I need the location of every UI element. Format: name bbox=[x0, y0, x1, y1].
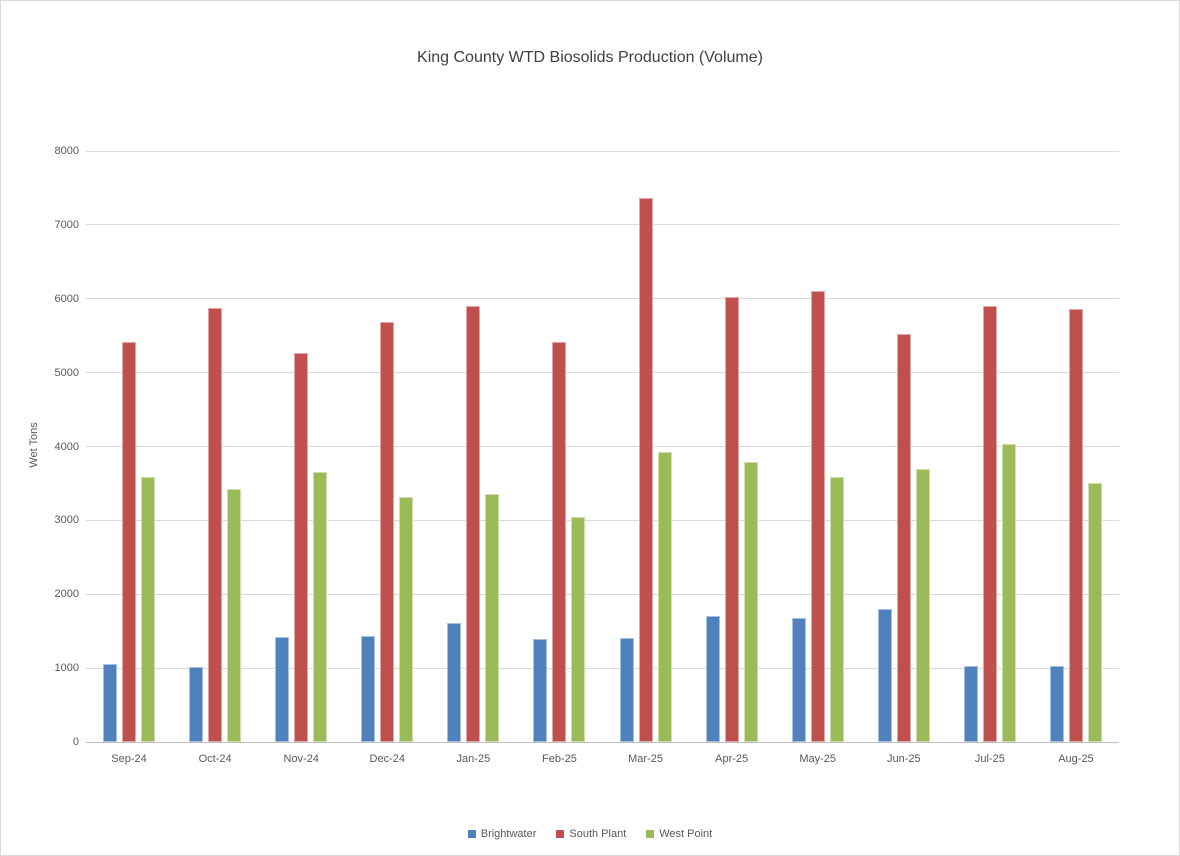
x-axis-line bbox=[86, 741, 1119, 743]
bar-south-plant-jan-25 bbox=[466, 306, 481, 742]
bar-south-plant-nov-24 bbox=[294, 352, 309, 742]
bar-south-plant-dec-24 bbox=[380, 322, 395, 742]
bar-west-point-apr-25 bbox=[743, 462, 758, 742]
bar-brightwater-jan-25 bbox=[447, 623, 462, 742]
y-tick-label-5000: 5000 bbox=[54, 366, 79, 379]
legend-swatch-icon bbox=[556, 830, 565, 838]
legend-label: West Point bbox=[659, 828, 713, 840]
bar-brightwater-jun-25 bbox=[877, 609, 892, 742]
bar-brightwater-jul-25 bbox=[963, 665, 978, 742]
legend: Brightwater South Plant West Point bbox=[1, 828, 1179, 840]
bar-south-plant-mar-25 bbox=[638, 197, 653, 742]
gridline-8000 bbox=[86, 150, 1119, 152]
y-tick-label-7000: 7000 bbox=[54, 218, 79, 231]
bar-south-plant-may-25 bbox=[810, 291, 825, 742]
bar-west-point-nov-24 bbox=[313, 471, 328, 742]
bar-west-point-mar-25 bbox=[657, 451, 672, 742]
bar-brightwater-oct-24 bbox=[189, 666, 204, 742]
gridline-1000 bbox=[86, 667, 1119, 669]
bar-brightwater-sep-24 bbox=[103, 664, 118, 742]
x-tick-label-oct-24: Oct-24 bbox=[198, 753, 232, 765]
gridline-2000 bbox=[86, 593, 1119, 595]
bar-west-point-may-25 bbox=[829, 476, 844, 742]
bar-brightwater-dec-24 bbox=[361, 636, 376, 742]
bar-brightwater-mar-25 bbox=[619, 637, 634, 742]
legend-swatch-icon bbox=[467, 830, 476, 838]
bar-west-point-dec-24 bbox=[399, 496, 414, 742]
x-tick-label-nov-24: Nov-24 bbox=[283, 753, 319, 765]
legend-label: South Plant bbox=[569, 828, 627, 840]
bar-south-plant-apr-25 bbox=[724, 296, 739, 742]
x-tick-label-jun-25: Jun-25 bbox=[886, 753, 921, 765]
bar-brightwater-aug-25 bbox=[1049, 665, 1064, 742]
x-tick-label-may-25: May-25 bbox=[799, 753, 837, 765]
bar-west-point-jul-25 bbox=[1001, 443, 1016, 742]
bar-south-plant-feb-25 bbox=[552, 341, 567, 742]
bar-west-point-aug-25 bbox=[1087, 482, 1102, 742]
x-tick-label-mar-25: Mar-25 bbox=[628, 753, 663, 765]
bar-south-plant-aug-25 bbox=[1068, 309, 1083, 742]
legend-swatch-icon bbox=[646, 830, 655, 838]
bar-brightwater-feb-25 bbox=[533, 639, 548, 742]
x-tick-label-feb-25: Feb-25 bbox=[542, 753, 577, 765]
bar-brightwater-nov-24 bbox=[275, 637, 290, 742]
x-tick-label-dec-24: Dec-24 bbox=[369, 753, 406, 765]
bar-west-point-oct-24 bbox=[227, 488, 242, 742]
x-tick-label-jul-25: Jul-25 bbox=[974, 753, 1005, 765]
legend-label: Brightwater bbox=[480, 828, 537, 840]
y-tick-label-2000: 2000 bbox=[54, 588, 79, 601]
bar-south-plant-jun-25 bbox=[896, 334, 911, 742]
x-tick-label-apr-25: Apr-25 bbox=[715, 753, 749, 765]
legend-item-south-plant: South Plant bbox=[556, 828, 626, 840]
bar-south-plant-sep-24 bbox=[122, 342, 137, 742]
y-tick-label-6000: 6000 bbox=[54, 292, 79, 305]
bar-west-point-sep-24 bbox=[141, 476, 156, 742]
x-tick-label-jan-25: Jan-25 bbox=[456, 753, 491, 765]
chart-title: King County WTD Biosolids Production (Vo… bbox=[417, 49, 763, 66]
bar-south-plant-oct-24 bbox=[208, 307, 223, 742]
y-tick-label-0: 0 bbox=[72, 736, 79, 748]
bar-west-point-jun-25 bbox=[915, 469, 930, 742]
legend-item-brightwater: Brightwater bbox=[467, 828, 537, 840]
bar-west-point-feb-25 bbox=[571, 516, 586, 742]
bar-brightwater-may-25 bbox=[791, 617, 806, 742]
gridline-6000 bbox=[86, 298, 1119, 300]
legend-item-west-point: West Point bbox=[646, 828, 712, 840]
gridline-3000 bbox=[86, 519, 1119, 521]
gridline-7000 bbox=[86, 224, 1119, 226]
y-tick-label-1000: 1000 bbox=[54, 662, 79, 675]
bar-south-plant-jul-25 bbox=[982, 306, 997, 742]
bar-brightwater-apr-25 bbox=[705, 615, 720, 742]
bar-west-point-jan-25 bbox=[485, 493, 500, 742]
x-tick-label-aug-25: Aug-25 bbox=[1058, 753, 1094, 765]
x-tick-label-sep-24: Sep-24 bbox=[111, 753, 147, 765]
gridline-4000 bbox=[86, 446, 1119, 447]
gridline-5000 bbox=[86, 372, 1119, 374]
y-tick-label-4000: 4000 bbox=[54, 440, 79, 453]
y-tick-label-8000: 8000 bbox=[54, 145, 79, 157]
y-tick-label-3000: 3000 bbox=[54, 514, 79, 527]
